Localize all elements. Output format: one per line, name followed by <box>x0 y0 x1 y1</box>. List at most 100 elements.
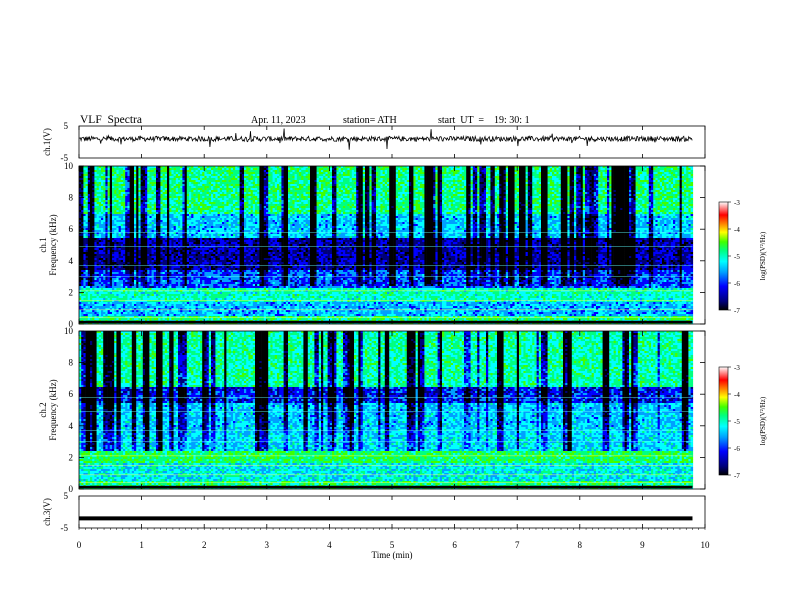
spectrogram-cell <box>169 174 172 176</box>
spectrogram-cell <box>464 172 467 174</box>
spectrogram-cell <box>539 178 542 180</box>
spectrogram-cell <box>369 184 372 186</box>
spectrogram-cell <box>605 174 608 176</box>
spectrogram-cell <box>660 170 663 172</box>
spectrogram-cell <box>81 180 84 182</box>
spectrogram-cell <box>224 168 227 170</box>
spectrogram-cell <box>680 184 683 186</box>
spectrogram-cell <box>116 174 119 176</box>
spectrogram-cell <box>367 168 370 170</box>
spectrogram-cell <box>132 182 135 184</box>
spectrogram-cell <box>530 172 533 174</box>
spectrogram-cell <box>614 186 617 188</box>
spectrogram-cell <box>141 184 144 186</box>
spectrogram-cell <box>308 186 311 188</box>
spectrogram-cell <box>334 186 337 188</box>
spectrogram-cell <box>215 174 218 176</box>
spectrogram-cell <box>519 170 522 172</box>
spectrogram-cell <box>475 172 478 174</box>
spectrogram-cell <box>506 182 509 184</box>
spectrogram-cell <box>83 172 86 174</box>
spectrogram-cell <box>592 180 595 182</box>
spectrogram-cell <box>119 174 122 176</box>
spectrogram-cell <box>649 178 652 180</box>
spectrogram-cell <box>365 170 368 172</box>
spectrogram-cell <box>600 172 603 174</box>
spectrogram-cell <box>539 182 542 184</box>
spectrogram-cell <box>490 174 493 176</box>
spectrogram-cell <box>237 172 240 174</box>
spectrogram-cell <box>119 182 122 184</box>
spectrogram-cell <box>275 168 278 170</box>
spectrogram-cell <box>125 180 128 182</box>
spectrogram-cell <box>262 186 265 188</box>
spectrogram-cell <box>387 172 390 174</box>
spectrogram-cell <box>548 184 551 186</box>
spectrogram-cell <box>471 182 474 184</box>
spectrogram-cell <box>396 180 399 182</box>
spectrogram-cell <box>574 168 577 170</box>
spectrogram-cell <box>600 178 603 180</box>
spectrogram-cell <box>484 176 487 178</box>
spectrogram-cell <box>229 186 232 188</box>
spectrogram-cell <box>165 174 168 176</box>
spectrogram-cell <box>660 182 663 184</box>
spectrogram-cell <box>248 174 251 176</box>
spectrogram-cell <box>627 178 630 180</box>
spectrogram-cell <box>521 184 524 186</box>
spectrogram-cell <box>163 174 166 176</box>
spectrogram-cell <box>422 182 425 184</box>
spectrogram-cell <box>462 180 465 182</box>
spectrogram-cell <box>108 186 111 188</box>
spectrogram-cell <box>688 180 691 182</box>
spectrogram-cell <box>215 180 218 182</box>
spectrogram-cell <box>618 174 621 176</box>
spectrogram-cell <box>662 176 665 178</box>
spectrogram-cell <box>521 176 524 178</box>
spectrogram-cell <box>622 170 625 172</box>
spectrogram-cell <box>629 182 632 184</box>
spectrogram-cell <box>431 186 434 188</box>
spectrogram-cell <box>435 174 438 176</box>
spectrogram-cell <box>378 174 381 176</box>
spectrogram-cell <box>130 170 133 172</box>
spectrogram-cell <box>233 186 236 188</box>
spectrogram-cell <box>303 168 306 170</box>
spectrogram-cell <box>255 176 258 178</box>
spectrogram-cell <box>226 170 229 172</box>
spectrogram-cell <box>116 176 119 178</box>
spectrogram-cell <box>658 178 661 180</box>
spectrogram-cell <box>152 170 155 172</box>
spectrogram-cell <box>605 168 608 170</box>
spectrogram-cell <box>598 182 601 184</box>
spectrogram-cell <box>528 180 531 182</box>
spectrogram-cell <box>598 174 601 176</box>
spectrogram-cell <box>596 168 599 170</box>
spectrogram-cell <box>369 180 372 182</box>
spectrogram-cell <box>526 184 529 186</box>
spectrogram-cell <box>174 172 177 174</box>
spectrogram-cell <box>556 184 559 186</box>
spectrogram-cell <box>378 186 381 188</box>
spectrogram-cell <box>352 176 355 178</box>
spectrogram-cell <box>633 172 636 174</box>
spectrogram-cell <box>488 178 491 180</box>
spectrogram-cell <box>512 176 515 178</box>
spectrogram-cell <box>288 178 291 180</box>
spectrogram-cell <box>264 178 267 180</box>
spectrogram-cell <box>603 186 606 188</box>
spectrogram-cell <box>178 182 181 184</box>
spectrogram-cell <box>235 178 238 180</box>
spectrogram-cell <box>251 184 254 186</box>
spectrogram-cell <box>158 170 161 172</box>
spectrogram-cell <box>105 182 108 184</box>
spectrogram-cell <box>288 180 291 182</box>
spectrogram-cell <box>677 180 680 182</box>
spectrogram-cell <box>644 184 647 186</box>
spectrogram-cell <box>169 180 172 182</box>
spectrogram-cell <box>123 186 126 188</box>
spectrogram-cell <box>259 182 262 184</box>
spectrogram-cell <box>532 172 535 174</box>
spectrogram-cell <box>488 182 491 184</box>
spectrogram-cell <box>603 182 606 184</box>
